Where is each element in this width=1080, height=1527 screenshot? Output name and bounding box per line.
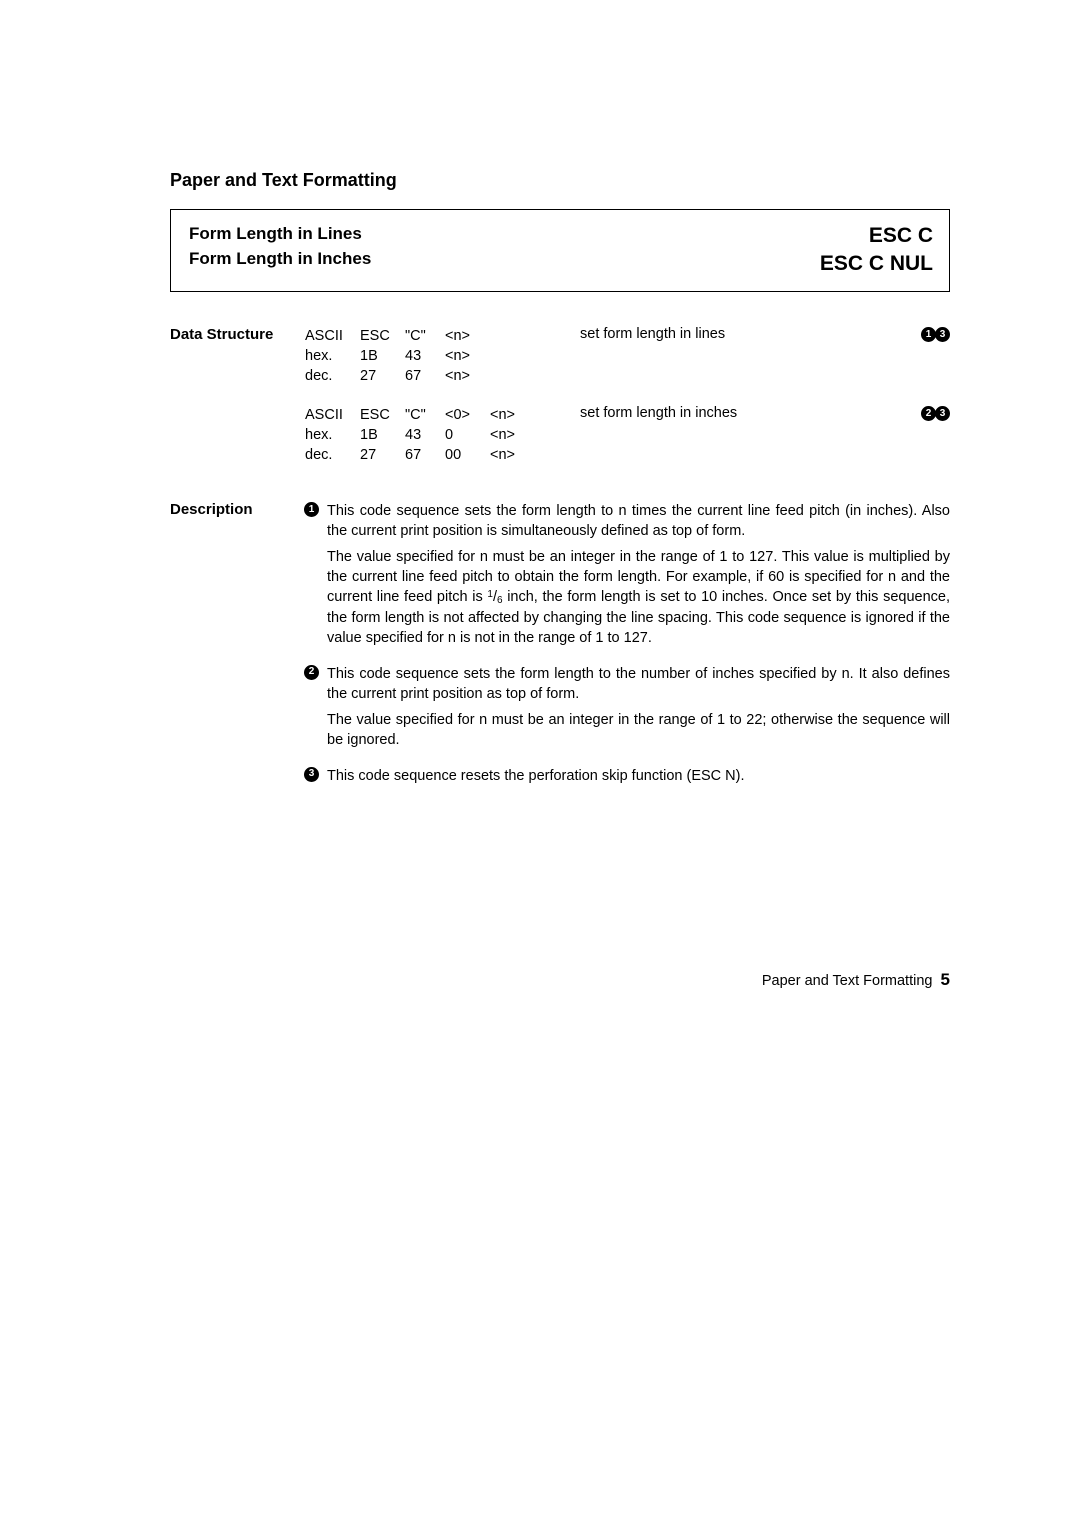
code-byte1: ESC 1B 27	[360, 326, 405, 387]
code-encoding: ASCII hex. dec.	[305, 405, 360, 466]
description-item-3: 3 This code sequence resets the perforat…	[305, 766, 950, 792]
marker-group: 13	[922, 326, 950, 343]
data-structure-row-lines: ASCII hex. dec. ESC 1B 27 "C" 43 67 <n> …	[305, 326, 950, 387]
circle-number-icon: 1	[921, 327, 936, 342]
circle-number-icon: 2	[921, 406, 936, 421]
desc-paragraph: This code sequence resets the perforatio…	[327, 766, 950, 786]
code-byte2: "C" 43 67	[405, 326, 445, 387]
marker-group: 23	[922, 405, 950, 422]
footer-text: Paper and Text Formatting	[762, 973, 933, 989]
page-footer: Paper and Text Formatting 5	[762, 970, 950, 990]
circle-number-icon: 3	[304, 767, 319, 782]
data-desc-text: set form length in inches	[580, 405, 737, 421]
data-desc-text: set form length in lines	[580, 326, 725, 342]
label-description: Description	[170, 501, 305, 802]
description-item-1: 1 This code sequence sets the form lengt…	[305, 501, 950, 654]
command-title-box: Form Length in Lines Form Length in Inch…	[170, 209, 950, 292]
data-structure-row-inches: ASCII hex. dec. ESC 1B 27 "C" 43 67 <0> …	[305, 405, 950, 466]
title-left-line1: Form Length in Lines	[189, 222, 371, 247]
code-byte3: <0> 0 00	[445, 405, 490, 466]
circle-number-icon: 2	[304, 665, 319, 680]
desc-paragraph: The value specified for n must be an int…	[327, 547, 950, 648]
title-right-line1: ESC C	[820, 222, 933, 250]
circle-number-icon: 3	[935, 406, 950, 421]
page-number: 5	[941, 970, 950, 989]
desc-paragraph: This code sequence sets the form length …	[327, 664, 950, 704]
title-right-line2: ESC C NUL	[820, 250, 933, 278]
label-data-structure: Data Structure	[170, 326, 305, 484]
code-byte1: ESC 1B 27	[360, 405, 405, 466]
code-byte4	[490, 326, 550, 387]
code-byte2: "C" 43 67	[405, 405, 445, 466]
circle-number-icon: 1	[304, 502, 319, 517]
circle-number-icon: 3	[935, 327, 950, 342]
desc-paragraph: This code sequence sets the form length …	[327, 501, 950, 541]
code-byte3: <n> <n> <n>	[445, 326, 490, 387]
section-title: Paper and Text Formatting	[170, 170, 950, 191]
description-item-2: 2 This code sequence sets the form lengt…	[305, 664, 950, 756]
code-byte4: <n> <n> <n>	[490, 405, 550, 466]
code-encoding: ASCII hex. dec.	[305, 326, 360, 387]
desc-paragraph: The value specified for n must be an int…	[327, 710, 950, 750]
fraction: 1/6	[487, 587, 502, 608]
title-left-line2: Form Length in Inches	[189, 247, 371, 272]
